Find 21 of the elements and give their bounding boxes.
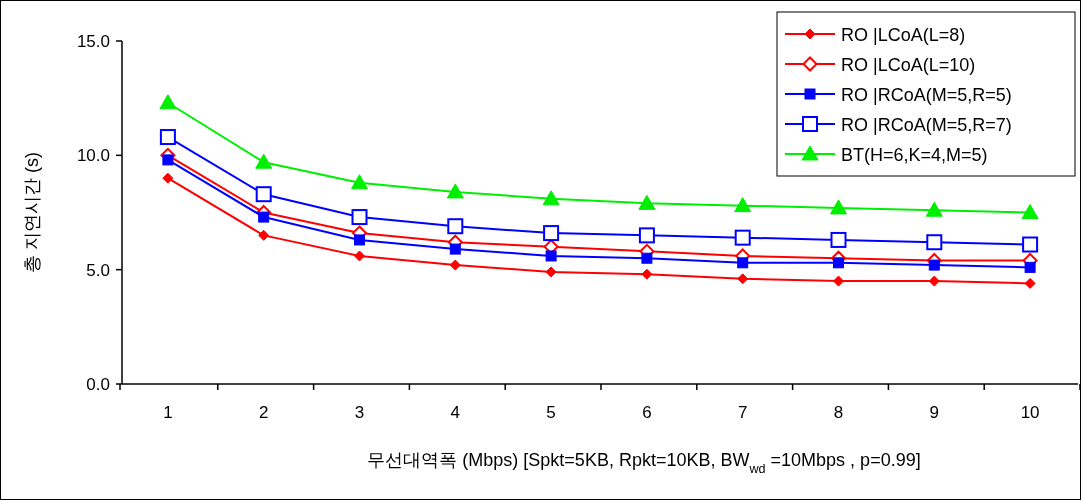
legend-label: RO |RCoA(M=5,R=5) — [841, 85, 1012, 105]
y-tick-label: 15.0 — [76, 32, 110, 51]
y-tick-label: 5.0 — [86, 260, 110, 280]
y-axis-title: 총 지연시간 (s) — [22, 152, 42, 273]
x-tick-label: 3 — [354, 403, 365, 422]
x-tick-label: 1 — [163, 403, 173, 422]
y-tick-label: 10.0 — [76, 146, 110, 166]
legend-label: RO |LCoA(L=10) — [841, 55, 976, 75]
x-tick-label: 2 — [258, 403, 269, 422]
x-tick-label: 4 — [450, 403, 461, 422]
legend-label: RO |RCoA(M=5,R=7) — [841, 115, 1012, 135]
x-axis-title: 무선대역폭 (Mbps) [Spkt=5KB, Rpkt=10KB, BW$_{wd}$ =10Mbps , p=0.99] — [367, 450, 921, 476]
x-tick-label: 10 — [1020, 403, 1040, 422]
x-tick-label: 5 — [546, 403, 556, 422]
legend-label: BT(H=6,K=4,M=5) — [841, 145, 988, 165]
y-tick-label: 0.0 — [86, 375, 110, 394]
x-tick-label: 9 — [929, 403, 940, 422]
x-tick-label: 7 — [737, 403, 748, 422]
x-tick-label: 8 — [833, 403, 844, 422]
legend-label: RO |LCoA(L=8) — [841, 25, 966, 45]
x-tick-label: 6 — [642, 403, 652, 422]
